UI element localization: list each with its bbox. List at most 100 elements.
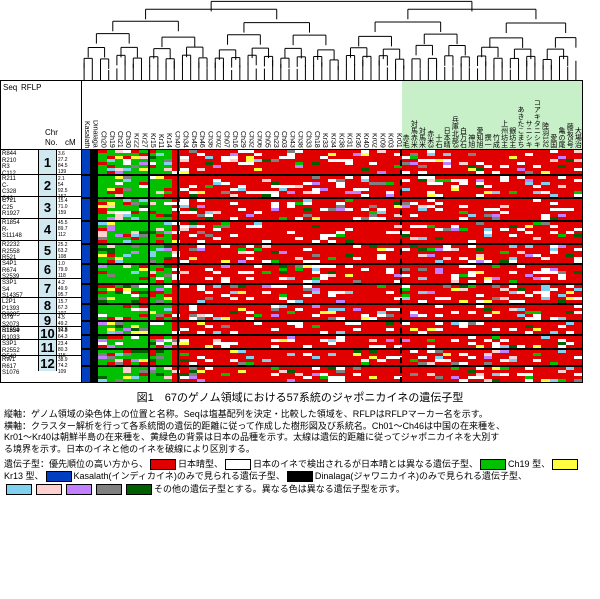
genotype-cell [303,300,311,303]
genotype-cell [90,280,98,283]
genotype-cell [459,171,467,174]
genotype-cell [303,379,311,382]
chr-block: R2232R2558R521525.263.2108 [1,241,81,260]
sample-label: Ch02 [213,81,221,149]
genotype-cell [180,171,188,174]
sample-label: 白万石 [459,81,467,149]
genotype-cell [451,317,459,320]
genotype-cell [451,280,459,283]
genotype-cell [361,300,369,303]
genotype-cell [320,260,328,263]
genotype-cell [131,331,139,334]
seq-label: Seq [3,83,17,92]
genotype-cell [566,362,574,365]
genotype-cell [377,331,385,334]
genotype-cell [279,317,287,320]
genotype-cell [550,300,558,303]
genotype-cell [525,331,533,334]
genotype-cell [221,240,229,243]
genotype-cell [402,300,410,303]
cm-col: 4.249.995.7 [57,279,81,297]
genotype-cell [410,300,418,303]
genotype-cell [164,345,172,348]
genotype-cell [82,260,90,263]
desc-line: Kr01～Kr40は朝鮮半島の在来種を、黄緑色の背景は日本の品種を示す。太線は遺… [4,432,596,444]
genotype-cell [189,362,197,365]
chr-number: 3 [38,197,57,218]
genotype-cell [525,300,533,303]
genotype-cell [205,362,213,365]
genotype-cell [558,300,566,303]
header-row: Seq RFLP Chr No. cM KasalathDinalagaCh20… [0,80,600,150]
chr-number: 10 [38,327,57,339]
genotype-cell [492,171,500,174]
genotype-cell [221,345,229,348]
genotype-cell [164,379,172,382]
genotype-cell [246,317,254,320]
genotype-cell [541,280,549,283]
genotype-cell [98,362,106,365]
genotype-cell [156,280,164,283]
genotype-cell [353,379,361,382]
genotype-cell [369,217,377,220]
chr-number: 4 [38,219,57,240]
genotype-cell [386,171,394,174]
genotype-cell [246,331,254,334]
chr-grid [82,176,582,199]
genotype-cell [427,362,435,365]
genotype-cell [82,280,90,283]
sample-label: Ch33 [303,81,311,149]
genotype-cell [525,194,533,197]
genotype-cell [238,331,246,334]
genotype-cell [221,171,229,174]
genotype-cell [262,217,270,220]
genotype-cell [410,379,418,382]
genotype-cell [336,317,344,320]
genotype-cell [492,217,500,220]
genotype-cell [82,317,90,320]
genotype-cell [386,317,394,320]
genotype-cell [189,240,197,243]
genotype-cell [98,300,106,303]
genotype-cell [312,331,320,334]
genotype-cell [500,345,508,348]
genotype-cell [476,280,484,283]
genotype-cell [541,362,549,365]
genotype-cell [345,317,353,320]
genotype-cell [517,300,525,303]
sample-label: Dinalaga [90,81,98,149]
genotype-cell [230,194,238,197]
genotype-cell [418,217,426,220]
genotype-cell [312,194,320,197]
genotype-cell [246,240,254,243]
genotype-cell [115,362,123,365]
genotype-cell [230,280,238,283]
genotype-cell [197,379,205,382]
genotype-cell [287,362,295,365]
legend-label: Ch19 型、 [508,459,550,469]
genotype-cell [303,345,311,348]
genotype-cell [468,300,476,303]
genotype-cell [410,317,418,320]
genotype-cell [336,280,344,283]
sample-label: 愛知旭 [476,81,484,149]
genotype-cell [312,280,320,283]
genotype-cell [476,331,484,334]
genotype-cell [164,171,172,174]
genotype-cell [123,362,131,365]
genotype-cell [377,240,385,243]
genotype-cell [459,379,467,382]
genotype-cell [574,260,582,263]
genotype-cell [295,317,303,320]
chr-grid [82,245,582,265]
genotype-cell [525,260,533,263]
genotype-cell [336,362,344,365]
group-divider [148,150,150,383]
genotype-cell [254,300,262,303]
genotype-cell [221,362,229,365]
genotype-cell [320,331,328,334]
genotype-cell [271,171,279,174]
chr-grid [82,265,582,285]
genotype-cell [509,194,517,197]
genotype-cell [476,217,484,220]
